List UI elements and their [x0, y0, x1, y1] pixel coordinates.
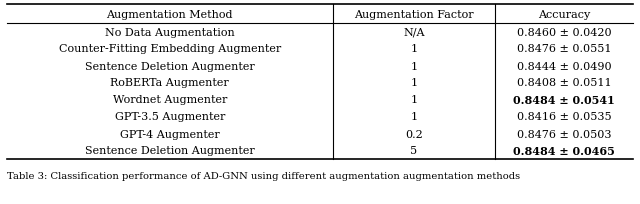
Text: RoBERTa Augmenter: RoBERTa Augmenter: [110, 78, 229, 88]
Text: GPT-4 Augmenter: GPT-4 Augmenter: [120, 129, 220, 139]
Text: 1: 1: [410, 112, 417, 122]
Text: 0.8484 ± 0.0541: 0.8484 ± 0.0541: [513, 94, 615, 105]
Text: Counter-Fitting Embedding Augmenter: Counter-Fitting Embedding Augmenter: [59, 44, 281, 54]
Text: GPT-3.5 Augmenter: GPT-3.5 Augmenter: [115, 112, 225, 122]
Text: 0.8444 ± 0.0490: 0.8444 ± 0.0490: [517, 61, 611, 71]
Text: 1: 1: [410, 95, 417, 105]
Text: Wordnet Augmenter: Wordnet Augmenter: [113, 95, 227, 105]
Text: 1: 1: [410, 78, 417, 88]
Text: 0.8476 ± 0.0551: 0.8476 ± 0.0551: [517, 44, 611, 54]
Text: N/A: N/A: [403, 27, 425, 37]
Text: Table 3: Classification performance of AD-GNN using different augmentation augme: Table 3: Classification performance of A…: [7, 171, 520, 180]
Text: Sentence Deletion Augmenter: Sentence Deletion Augmenter: [85, 61, 255, 71]
Text: Augmentation Method: Augmentation Method: [106, 9, 233, 19]
Text: 0.8408 ± 0.0511: 0.8408 ± 0.0511: [517, 78, 611, 88]
Text: Accuracy: Accuracy: [538, 9, 590, 19]
Text: 0.8416 ± 0.0535: 0.8416 ± 0.0535: [517, 112, 611, 122]
Text: 1: 1: [410, 44, 417, 54]
Text: 0.2: 0.2: [405, 129, 423, 139]
Text: Augmentation Factor: Augmentation Factor: [354, 9, 474, 19]
Text: Sentence Deletion Augmenter: Sentence Deletion Augmenter: [85, 146, 255, 156]
Text: 0.8476 ± 0.0503: 0.8476 ± 0.0503: [517, 129, 611, 139]
Text: 5: 5: [410, 146, 417, 156]
Text: 0.8460 ± 0.0420: 0.8460 ± 0.0420: [517, 27, 611, 37]
Text: 1: 1: [410, 61, 417, 71]
Text: 0.8484 ± 0.0465: 0.8484 ± 0.0465: [513, 145, 615, 156]
Text: No Data Augmentation: No Data Augmentation: [105, 27, 235, 37]
